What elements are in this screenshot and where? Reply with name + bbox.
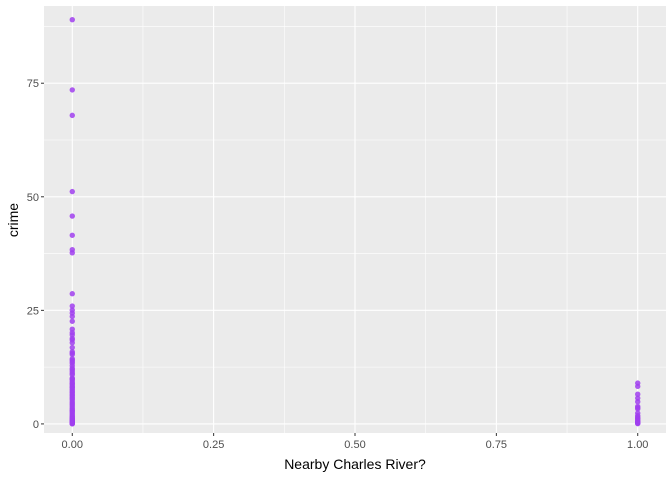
data-point [69,344,75,351]
data-point [69,421,75,427]
data-point [635,420,641,427]
y-tick-label: 0 [33,419,39,431]
data-point [635,399,641,405]
data-point [635,383,641,390]
data-point [69,318,75,324]
data-point [69,112,75,119]
data-point [69,351,75,358]
x-axis-title: Nearby Charles River? [284,456,426,472]
data-point [635,404,641,411]
data-point [69,250,75,256]
data-point [69,232,75,238]
y-tick-label: 75 [27,78,39,90]
y-tick-label: 25 [27,305,39,317]
data-points [69,17,641,427]
x-tick-label: 0.50 [344,439,365,451]
x-tick-label: 0.00 [62,439,83,451]
data-point [69,87,75,93]
data-point [69,303,75,309]
data-point [69,340,75,346]
y-tick-label: 50 [27,192,39,204]
data-point [69,17,75,23]
x-axis: 0.00 0.25 0.50 0.75 1.00 [62,433,648,451]
data-point [69,313,75,320]
data-point [69,188,75,195]
y-axis-title: crime [5,203,21,237]
x-tick-label: 0.75 [486,439,507,451]
data-point [69,213,75,219]
grid-major [44,6,666,433]
data-point [69,291,75,297]
x-tick-label: 0.25 [203,439,224,451]
y-axis: 0 25 50 75 [27,78,44,431]
data-point [635,391,641,397]
x-tick-label: 1.00 [627,439,648,451]
